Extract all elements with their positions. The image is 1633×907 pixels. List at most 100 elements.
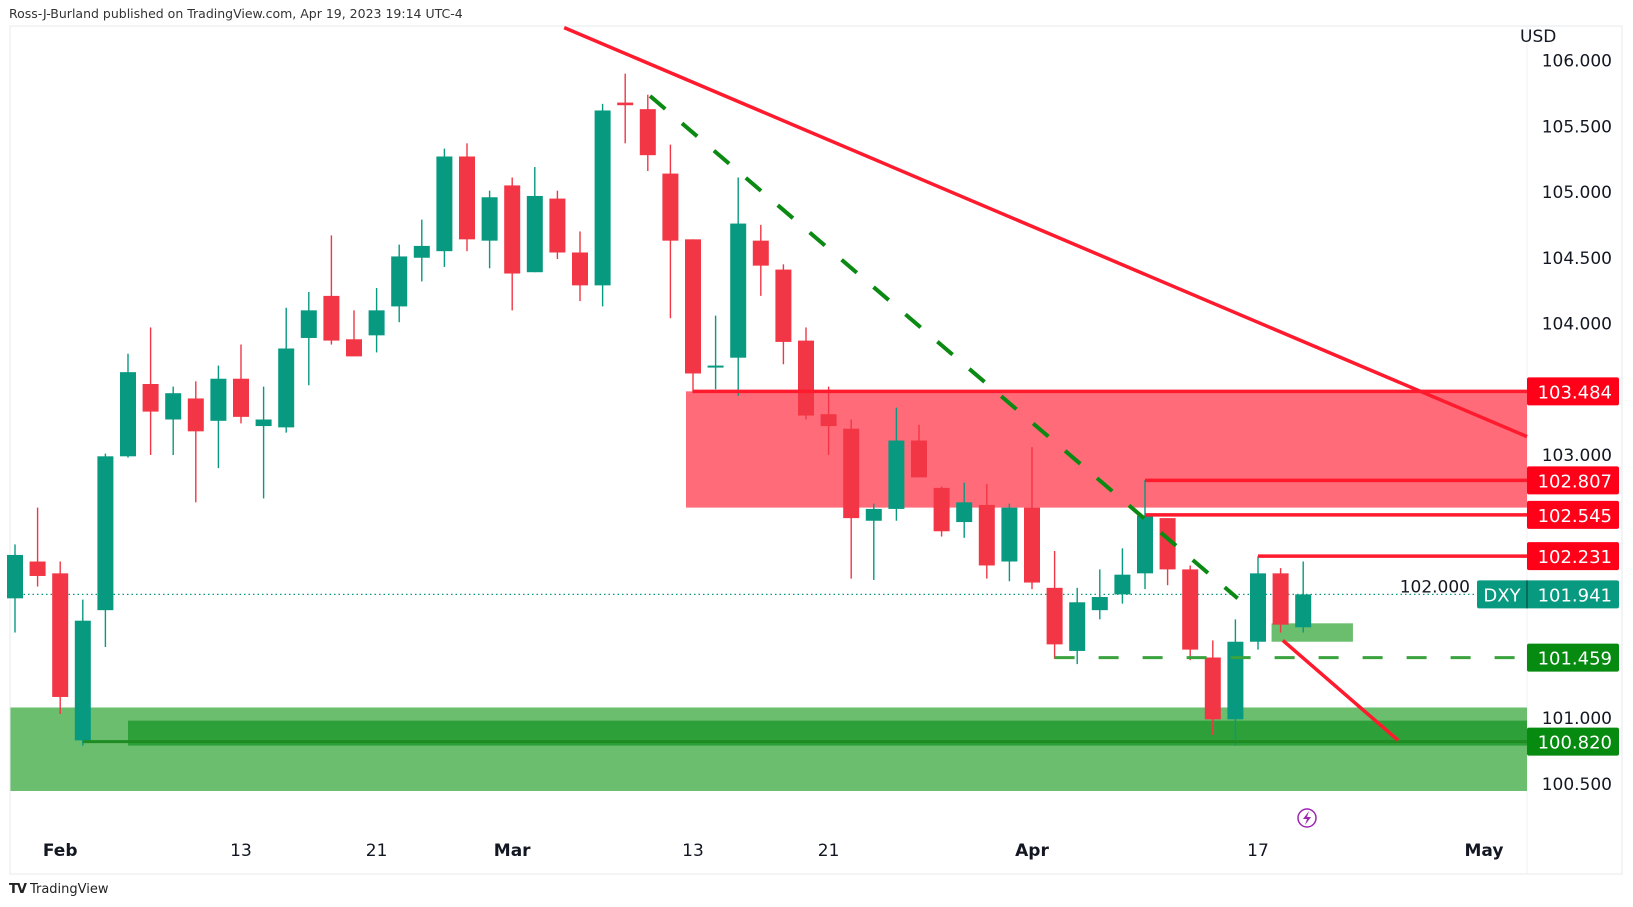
candle-body-down <box>459 156 475 240</box>
lightning-icon[interactable] <box>1297 808 1317 828</box>
candle-body-down <box>933 487 950 532</box>
candle-20 <box>459 143 475 252</box>
candle-body-down <box>639 109 656 156</box>
candle-body-down <box>572 252 588 286</box>
candle-body-up <box>7 554 23 599</box>
candle-body-down <box>233 378 249 417</box>
y-tick-label: 103.000 <box>1542 446 1612 466</box>
candle-8 <box>187 381 204 503</box>
candle-23 <box>526 167 543 273</box>
last-price-badge <box>1477 580 1619 609</box>
candle-1 <box>29 507 46 587</box>
candle-37 <box>843 419 860 579</box>
price-axis[interactable]: 106.000 105.500 105.000 104.500 104.000 103.0… <box>1400 52 1612 795</box>
last-price-label: 101.941 <box>1538 585 1612 606</box>
price-label: 102.231 <box>1538 547 1612 568</box>
y-tick-label: 100.500 <box>1542 775 1612 795</box>
candle-body-up <box>120 372 136 457</box>
candle-45 <box>1024 447 1040 590</box>
candles-layer <box>7 73 1312 746</box>
candle-body-down <box>1159 518 1176 570</box>
chart-frame <box>9 25 1623 875</box>
footer: TV TradingView <box>9 882 108 897</box>
small-support-box <box>1271 623 1353 642</box>
candle-28 <box>639 94 656 171</box>
x-tick-label: May <box>1465 841 1504 861</box>
candle-body-down <box>549 198 566 253</box>
candle-body-up <box>413 245 430 258</box>
candle-29 <box>662 144 679 319</box>
candle-body-down <box>752 240 769 266</box>
candle-body-down <box>504 185 521 274</box>
price-label-bg <box>1527 643 1619 672</box>
candle-40 <box>911 424 927 478</box>
candle-4 <box>97 453 114 647</box>
candle-body-up <box>210 378 227 421</box>
candle-11 <box>255 386 272 499</box>
green-dashed-trendline <box>648 94 1239 600</box>
candle-52 <box>1182 565 1199 661</box>
candle-body-down <box>775 269 792 342</box>
candle-47 <box>1069 587 1086 665</box>
candle-43 <box>978 483 995 579</box>
zones-layer <box>10 391 1528 791</box>
candle-30 <box>685 239 701 394</box>
y-tick-label: 101.000 <box>1542 709 1612 729</box>
drawings-layer <box>82 26 1528 744</box>
price-label: 103.484 <box>1538 382 1612 403</box>
price-label: 102.807 <box>1538 471 1612 492</box>
price-label-bg <box>1527 466 1619 495</box>
candle-19 <box>436 148 453 267</box>
candle-27 <box>617 73 634 144</box>
candle-9 <box>210 365 227 469</box>
candle-5 <box>120 353 136 458</box>
candle-body-down <box>978 504 995 566</box>
candle-41 <box>933 486 950 537</box>
x-tick-label: Feb <box>43 841 78 861</box>
candle-3 <box>74 599 91 746</box>
tradingview-logo-icon: TV <box>9 882 27 897</box>
candle-body-up <box>956 502 973 523</box>
candle-48 <box>1091 569 1108 620</box>
brand-name: TradingView <box>29 882 109 897</box>
candle-body-up <box>1114 574 1131 595</box>
candle-15 <box>346 310 362 357</box>
candle-body-up <box>594 110 611 286</box>
y-tick-label: 105.000 <box>1542 183 1612 203</box>
candle-body-up <box>481 197 498 241</box>
candle-body-up <box>526 195 543 273</box>
candle-body-up <box>1227 641 1244 720</box>
y-tick-label: 106.000 <box>1542 52 1612 72</box>
x-tick-label: 17 <box>1247 841 1269 861</box>
x-tick-label: 21 <box>366 841 388 861</box>
red-projection-line <box>1281 639 1400 742</box>
x-tick-label: Mar <box>494 841 531 861</box>
candle-6 <box>142 327 159 455</box>
candle-body-up <box>707 365 724 368</box>
candle-body-down <box>346 339 362 357</box>
candle-0 <box>7 544 23 633</box>
candle-16 <box>368 287 385 353</box>
price-label: 102.545 <box>1538 506 1612 527</box>
price-label: 100.820 <box>1538 733 1612 754</box>
candle-body-down <box>1204 657 1221 720</box>
candle-body-down <box>1182 569 1199 650</box>
candle-body-up <box>1137 515 1153 574</box>
x-tick-label: 21 <box>818 841 840 861</box>
candle-body-down <box>323 295 340 341</box>
candle-39 <box>888 407 905 521</box>
candle-33 <box>752 224 769 296</box>
candle-body-down <box>1272 573 1289 625</box>
candle-body-down <box>798 340 814 416</box>
time-axis[interactable]: Feb 13 21 Mar 13 21 Apr 17 May <box>43 841 1504 861</box>
candle-body-up <box>74 620 91 741</box>
candle-56 <box>1272 568 1289 633</box>
candle-57 <box>1295 561 1312 633</box>
candle-body-up <box>255 419 272 427</box>
candle-body-up <box>97 456 114 611</box>
symbol-label: DXY <box>1483 585 1521 606</box>
candle-body-up <box>1295 594 1312 628</box>
candle-7 <box>165 386 182 455</box>
candle-body-down <box>52 573 69 697</box>
